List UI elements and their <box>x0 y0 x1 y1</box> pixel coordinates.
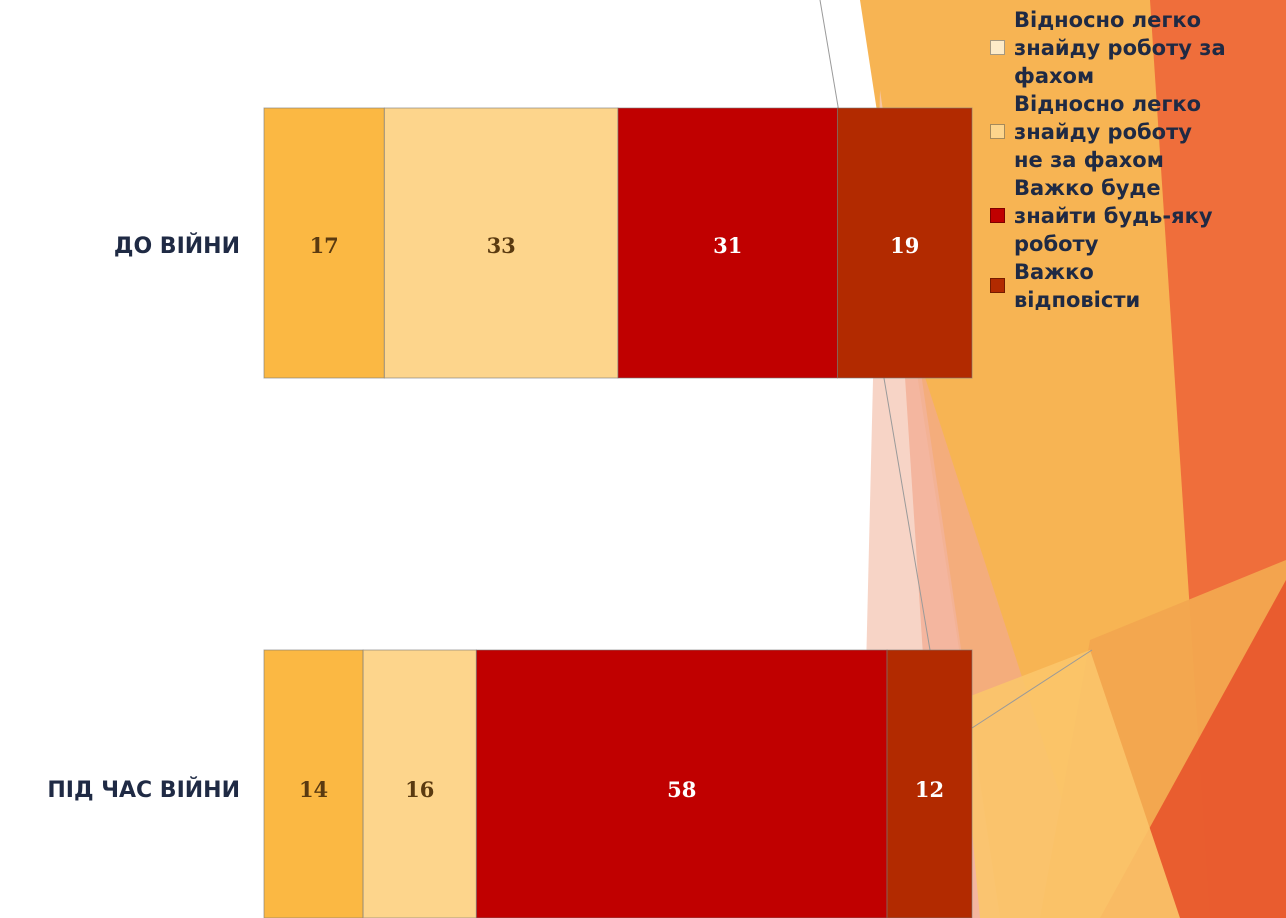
bar-segment <box>475 649 888 918</box>
legend-item: Важко буде знайти будь-яку роботу <box>990 174 1286 258</box>
data-label: 14 <box>299 777 328 802</box>
legend-label: знайду роботу <box>1014 120 1192 144</box>
legend-label: роботу <box>1014 232 1099 256</box>
legend-label: не за фахом <box>1014 148 1164 172</box>
bar-segment <box>886 649 973 918</box>
data-label: 58 <box>667 777 696 802</box>
data-label: 31 <box>713 233 742 258</box>
legend-label: знайти будь-яку <box>1014 204 1213 228</box>
legend-label: Відносно легко <box>1014 8 1202 32</box>
legend-swatch <box>990 124 1005 139</box>
bar-segment <box>617 107 838 379</box>
legend-label: фахом <box>1014 64 1095 88</box>
legend-label: знайду роботу за <box>1014 36 1226 60</box>
bar-segment <box>383 107 619 379</box>
legend-label: Важко <box>1014 260 1094 284</box>
data-label: 19 <box>890 233 919 258</box>
data-label: 12 <box>915 777 944 802</box>
data-label: 17 <box>310 233 339 258</box>
bar-segment <box>836 107 973 379</box>
category-label: ПІД ЧАС ВІЙНИ <box>47 777 240 803</box>
legend-item: Відносно легко знайду роботу за фахом <box>990 6 1286 90</box>
bar-segment <box>263 649 364 918</box>
legend-swatch <box>990 208 1005 223</box>
legend-item: Відносно легко знайду роботу не за фахом <box>990 90 1286 174</box>
bar-segment <box>362 649 477 918</box>
category-label: ДО ВІЙНИ <box>114 233 240 259</box>
legend-swatch <box>990 278 1005 293</box>
chart-legend: Відносно легко знайду роботу за фахом Відно… <box>990 6 1286 314</box>
data-label: 33 <box>487 233 516 258</box>
legend-label: відповісти <box>1014 288 1141 312</box>
legend-label: Важко буде <box>1014 176 1161 200</box>
legend-label: Відносно легко <box>1014 92 1202 116</box>
legend-swatch <box>990 40 1005 55</box>
legend-item: Важко відповісти <box>990 258 1286 314</box>
bar-segment <box>263 107 385 379</box>
data-label: 16 <box>405 777 434 802</box>
